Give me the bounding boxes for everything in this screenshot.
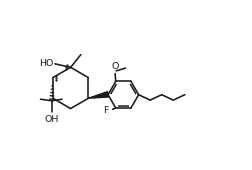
Text: HO: HO — [39, 59, 53, 68]
Text: F: F — [103, 106, 108, 115]
Text: OH: OH — [44, 115, 59, 124]
Polygon shape — [88, 92, 108, 98]
Text: O: O — [111, 62, 118, 71]
